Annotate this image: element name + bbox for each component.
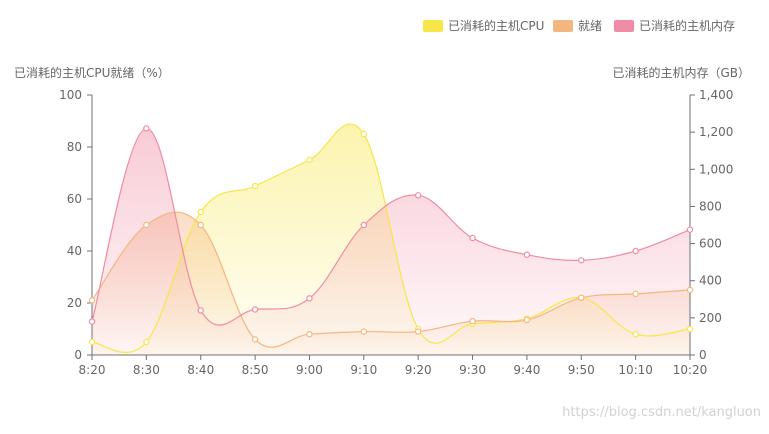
- x-tick-label: 10:20: [673, 363, 708, 377]
- x-tick-label: 8:30: [133, 363, 160, 377]
- y-right-tick-label: 1,400: [699, 88, 733, 102]
- x-tick-label: 9:30: [459, 363, 486, 377]
- data-point: [523, 251, 531, 258]
- y-left-tick-label: 60: [67, 192, 82, 206]
- series-areas: [92, 123, 690, 355]
- data-point: [632, 331, 639, 338]
- data-point: [306, 156, 313, 164]
- data-point: [360, 130, 368, 138]
- y-right-tick-label: 800: [699, 199, 722, 213]
- data-point: [88, 338, 96, 346]
- x-tick-label: 9:40: [513, 363, 540, 377]
- data-point: [632, 247, 639, 255]
- data-point: [360, 221, 368, 229]
- x-tick-label: 8:50: [242, 363, 269, 377]
- data-point: [143, 125, 150, 132]
- legend-swatch: [614, 20, 634, 32]
- data-point: [143, 338, 150, 346]
- y-right-tick-label: 600: [699, 237, 722, 251]
- data-point: [251, 306, 259, 313]
- x-tick-label: 9:00: [296, 363, 323, 377]
- data-point: [306, 295, 313, 302]
- legend-label: 已消耗的主机内存: [639, 18, 735, 33]
- data-point: [523, 316, 531, 324]
- y-left-tick-label: 40: [67, 244, 82, 258]
- watermark: https://blog.csdn.net/kangluon: [562, 405, 761, 420]
- series-points: [88, 125, 694, 346]
- data-point: [414, 192, 422, 199]
- y-right-tick-label: 1,200: [699, 125, 733, 139]
- x-tick-label: 10:10: [618, 363, 653, 377]
- legend: 已消耗的主机内存 就绪 已消耗的主机CPU: [423, 18, 735, 33]
- y-right-tick-label: 200: [699, 311, 722, 325]
- data-point: [686, 325, 694, 333]
- data-point: [197, 307, 204, 314]
- data-point: [632, 290, 639, 298]
- legend-swatch: [423, 20, 443, 32]
- data-point: [414, 328, 422, 335]
- data-point: [306, 331, 313, 338]
- y-right-axis-label: 已消耗的主机内存（GB）: [612, 65, 750, 80]
- x-tick-label: 9:50: [568, 363, 595, 377]
- x-tick-label: 9:10: [350, 363, 377, 377]
- data-point: [251, 182, 259, 190]
- x-tick-label: 9:20: [405, 363, 432, 377]
- data-point: [469, 234, 476, 242]
- axes: 0 20 40 60 80 100 0 200 400 600 800 1,000 1,200 1,400…: [14, 65, 750, 377]
- legend-label: 就绪: [578, 19, 602, 33]
- data-point: [197, 208, 204, 216]
- data-point: [686, 286, 694, 294]
- y-left-tick-label: 100: [59, 88, 82, 102]
- data-point: [578, 294, 585, 301]
- data-point: [686, 226, 694, 233]
- y-left-tick-label: 0: [74, 348, 82, 362]
- y-right-tick-label: 1,000: [699, 162, 733, 176]
- series-line-2: [91, 127, 691, 326]
- data-point: [197, 221, 204, 229]
- legend-label: 已消耗的主机CPU: [448, 18, 544, 33]
- data-point: [88, 297, 96, 304]
- y-left-axis-label: 已消耗的主机CPU就绪（%）: [14, 65, 170, 80]
- data-point: [251, 336, 259, 343]
- data-point: [578, 257, 585, 264]
- x-tick-label: 8:20: [79, 363, 106, 377]
- data-point: [88, 318, 96, 325]
- series-area-2: [92, 128, 690, 355]
- data-point: [469, 318, 476, 325]
- data-point: [360, 328, 368, 335]
- y-right-tick-label: 400: [699, 274, 722, 288]
- x-tick-label: 8:40: [187, 363, 214, 377]
- y-left-tick-label: 80: [67, 140, 82, 154]
- legend-swatch: [553, 20, 573, 32]
- y-right-tick-label: 0: [699, 348, 707, 362]
- data-point: [143, 221, 150, 229]
- y-left-tick-label: 20: [67, 296, 82, 310]
